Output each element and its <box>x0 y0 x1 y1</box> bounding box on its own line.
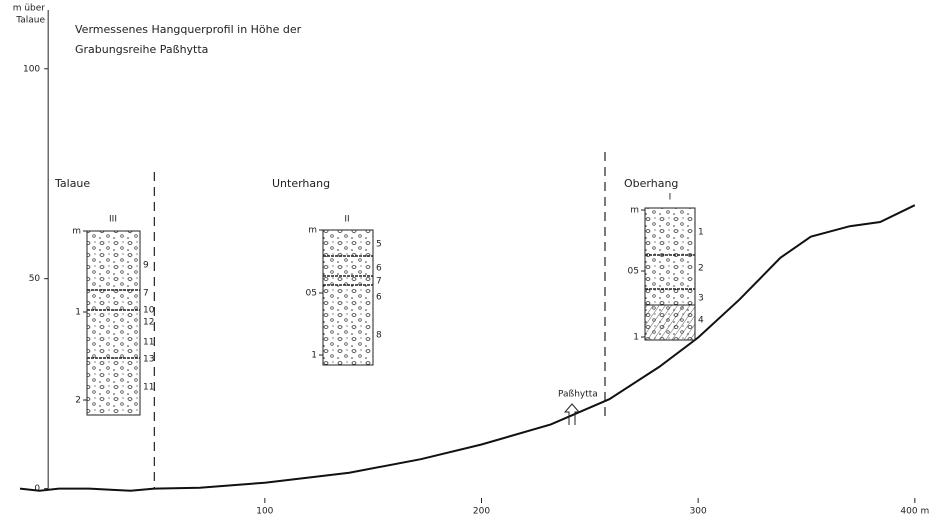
layer-label: 11 <box>143 383 154 393</box>
soil-column <box>323 230 373 365</box>
marker-label: Paßhytta <box>558 390 598 400</box>
region-label: Unterhang <box>272 177 330 190</box>
y-axis-label: Talaue <box>15 16 45 26</box>
region-label: Talaue <box>54 177 90 190</box>
layer-label: 9 <box>143 261 149 271</box>
layer-label: 12 <box>143 318 154 328</box>
layer-label: 13 <box>143 355 154 365</box>
layer-label: 6 <box>376 264 382 274</box>
y-tick-label: 50 <box>29 274 41 284</box>
depth-label: m <box>630 206 639 216</box>
depth-label: 1 <box>633 333 639 343</box>
soil-column <box>87 231 140 415</box>
title-line: Vermessenes Hangquerprofil in Höhe der <box>75 23 302 36</box>
soil-layer-hatch <box>645 305 695 340</box>
layer-label: 10 <box>143 306 155 316</box>
layer-label: 2 <box>698 264 704 274</box>
layer-label: 4 <box>698 316 704 326</box>
x-tick-label: 300 <box>690 507 707 517</box>
profile-label: II <box>344 215 349 225</box>
depth-label: 2 <box>75 396 81 406</box>
layer-label: 11 <box>143 338 154 348</box>
layer-label: 8 <box>376 331 382 341</box>
layer-label: 6 <box>376 293 382 303</box>
depth-label: m <box>308 226 317 236</box>
depth-label: 05 <box>628 267 639 277</box>
layer-label: 3 <box>698 294 704 304</box>
depth-label: 1 <box>75 308 81 318</box>
profile-label: III <box>109 215 117 225</box>
chart: Vermessenes Hangquerprofil in Höhe der G… <box>0 0 930 518</box>
x-tick-label: 200 <box>473 507 490 517</box>
region-label: Oberhang <box>624 177 678 190</box>
y-axis-label: m über <box>13 4 46 14</box>
layer-label: 7 <box>376 277 382 287</box>
depth-label: m <box>72 227 81 237</box>
depth-label: 05 <box>306 289 317 299</box>
layer-label: 1 <box>698 228 704 238</box>
y-tick-label: 100 <box>23 64 40 74</box>
layer-label: 5 <box>376 240 382 250</box>
x-tick-label: 100 <box>256 507 273 517</box>
title-line: Grabungsreihe Paßhytta <box>75 43 208 56</box>
depth-label: 1 <box>311 351 317 361</box>
profile-label: I <box>669 193 672 203</box>
layer-label: 7 <box>143 289 149 299</box>
x-tick-label: 400 m <box>900 507 929 517</box>
y-tick-label: 0 <box>34 484 40 494</box>
